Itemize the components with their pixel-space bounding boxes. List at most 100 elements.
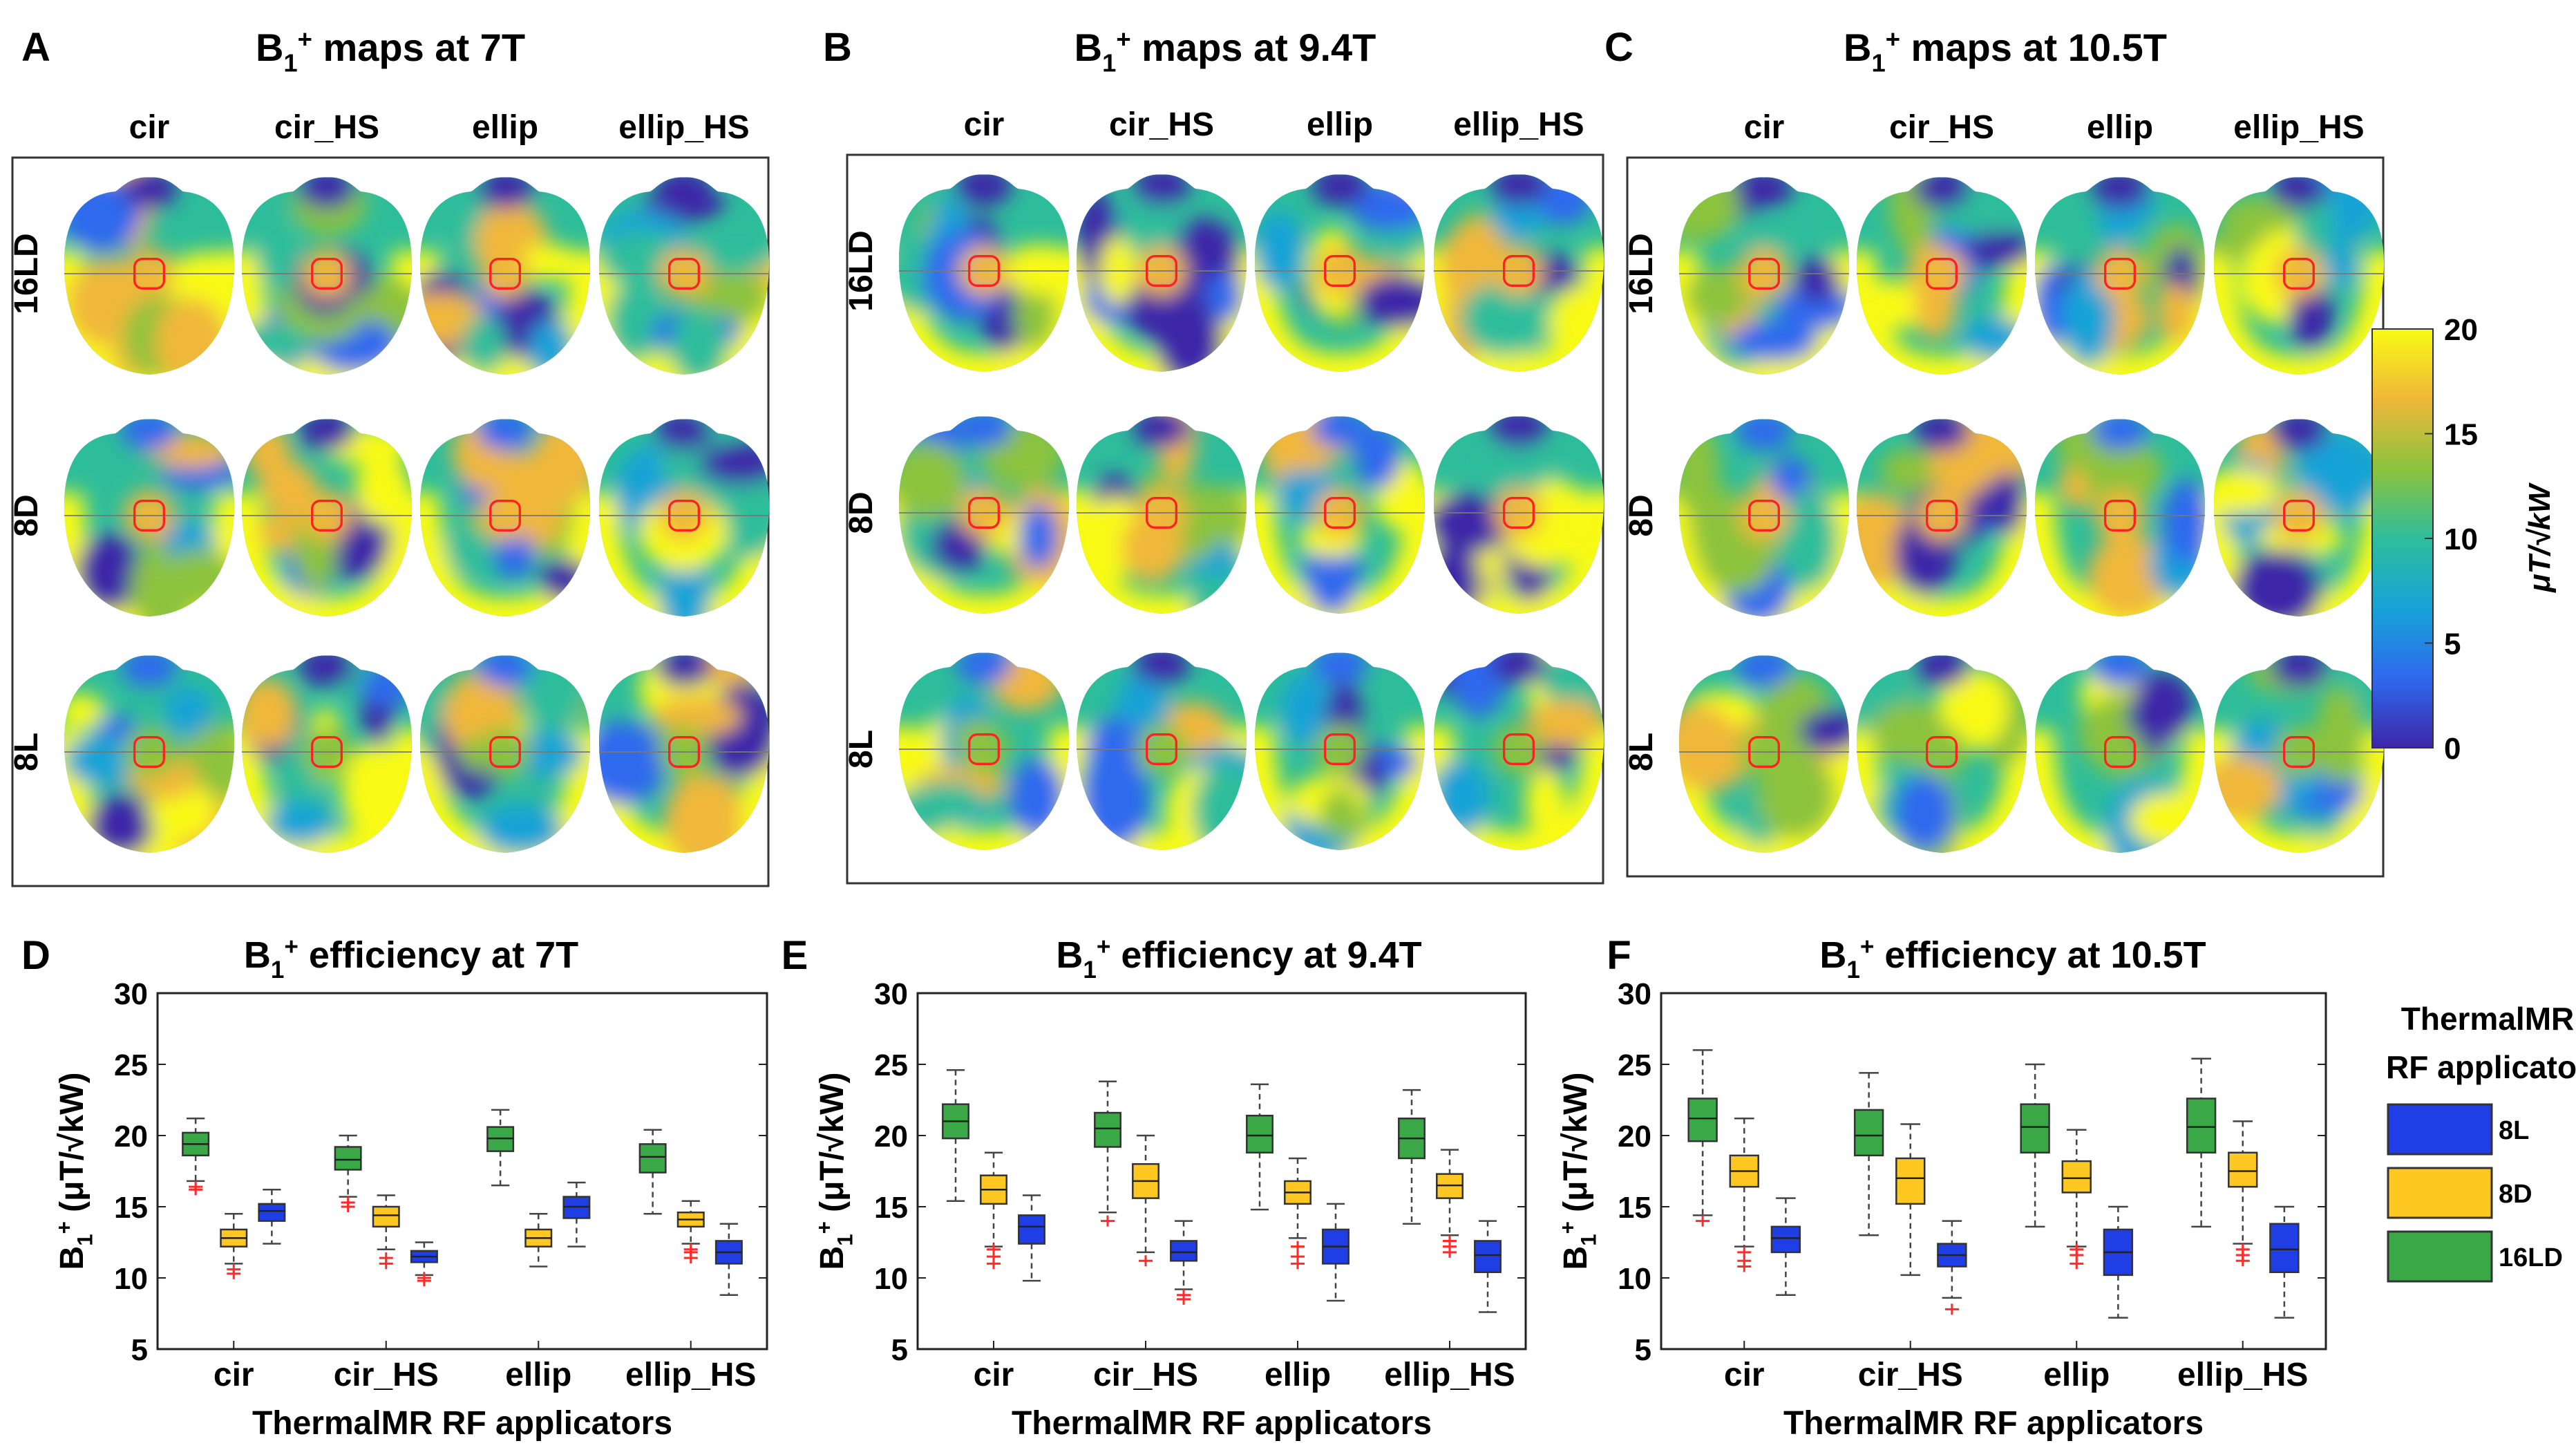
map-region xyxy=(1893,774,1955,851)
box-8L-ellip_HS xyxy=(2269,1205,2300,1319)
title-prefix: B xyxy=(814,1246,851,1270)
box-16LD-cir_HS xyxy=(1853,1072,1884,1236)
title-prefix: B xyxy=(1819,934,1846,976)
map-region xyxy=(1460,281,1551,356)
chart-title: B1+ efficiency at 10.5T xyxy=(1819,934,2206,983)
box-iqr xyxy=(1170,1240,1197,1262)
y-tick-label: 30 xyxy=(1618,977,1651,1011)
box-iqr xyxy=(2269,1223,2300,1274)
title-subscript: 1 xyxy=(1846,957,1860,983)
box-iqr xyxy=(1895,1157,1926,1205)
row-label-8D: 8D xyxy=(843,491,880,534)
map-region xyxy=(1014,278,1056,350)
title-rest: maps at 9.4T xyxy=(1131,26,1376,69)
box-iqr xyxy=(1246,1114,1273,1154)
map-region xyxy=(479,804,564,853)
outlier xyxy=(1139,1255,1153,1267)
y-tick-label: 25 xyxy=(1618,1048,1651,1082)
target-roi xyxy=(489,736,521,768)
box-8L-cir_HS xyxy=(410,1241,438,1287)
title-superscript: + xyxy=(1860,934,1875,961)
title-rest: (μT/√kW) xyxy=(814,1073,851,1222)
x-axis-label: ThermalMR RF applicators xyxy=(1012,1405,1432,1442)
outlier xyxy=(341,1196,355,1208)
title-prefix: B xyxy=(256,26,283,69)
target-roi xyxy=(968,255,1000,287)
title-superscript: + xyxy=(53,1221,77,1234)
y-tick-label: 30 xyxy=(874,977,908,1011)
x-tick-label-ellip: ellip xyxy=(1265,1357,1331,1393)
plot-area xyxy=(1660,992,2327,1350)
map-region xyxy=(1990,472,2025,536)
title-rest: maps at 10.5T xyxy=(1900,26,2167,69)
target-roi xyxy=(1926,500,1958,531)
map-region xyxy=(1525,767,1566,837)
target-roi xyxy=(1503,497,1535,529)
map-region xyxy=(1936,667,2009,750)
colorbar-tick-label: 20 xyxy=(2444,313,2478,347)
map-region xyxy=(1963,232,2027,267)
map-region xyxy=(462,315,506,375)
title-subscript: 1 xyxy=(271,957,285,983)
map-region xyxy=(520,655,589,725)
target-roi xyxy=(133,500,165,531)
target-roi xyxy=(133,258,165,290)
legend-title: ThermalMR xyxy=(2401,1001,2574,1037)
outlier xyxy=(1737,1246,1752,1258)
map-region xyxy=(652,696,742,737)
title-prefix: B xyxy=(54,1246,91,1270)
box-8D-ellip xyxy=(524,1213,553,1268)
legend-label: 8L xyxy=(2499,1116,2529,1145)
box-16LD-ellip_HS xyxy=(2186,1057,2217,1228)
column-header-ellip_HS: ellip_HS xyxy=(2233,109,2364,146)
box-16LD-ellip_HS xyxy=(638,1129,667,1215)
panel-letter: F xyxy=(1607,933,1631,978)
y-tick-label: 30 xyxy=(114,977,148,1011)
map-region xyxy=(1086,717,1144,776)
panel-letter: E xyxy=(782,933,808,978)
box-iqr xyxy=(2061,1160,2092,1194)
title-rest: efficiency at 7T xyxy=(299,934,578,976)
target-roi xyxy=(1748,500,1780,531)
map-region xyxy=(2315,686,2364,785)
box-iqr xyxy=(638,1143,667,1174)
box-8D-ellip xyxy=(2061,1129,2092,1270)
column-header-cir_HS: cir_HS xyxy=(274,109,379,146)
map-region xyxy=(1019,504,1058,569)
map-title: B1+ maps at 7T xyxy=(256,25,525,77)
map-region xyxy=(693,227,769,274)
target-roi xyxy=(1503,255,1535,287)
target-roi xyxy=(668,736,700,768)
b1-map-16LD-cir_HS xyxy=(242,177,412,375)
outlier xyxy=(1177,1289,1191,1301)
box-8L-ellip xyxy=(562,1181,591,1247)
box-iqr xyxy=(2228,1151,2258,1188)
map-region xyxy=(1450,652,1507,717)
column-header-cir_HS: cir_HS xyxy=(1889,109,1994,146)
box-8D-ellip_HS xyxy=(1436,1149,1464,1258)
target-roi xyxy=(489,258,521,290)
colorbar-gradient xyxy=(2371,328,2434,748)
legend-swatch xyxy=(2387,1230,2493,1283)
map-region xyxy=(493,531,536,579)
panel-letter: B xyxy=(823,25,852,70)
map-region xyxy=(1434,493,1510,554)
outlier xyxy=(189,1181,203,1193)
map-region xyxy=(164,686,213,738)
outlier xyxy=(1443,1235,1457,1247)
map-region xyxy=(1857,281,1931,330)
box-8L-cir_HS xyxy=(1170,1220,1197,1305)
target-roi xyxy=(1324,733,1356,765)
x-tick-label-cir_HS: cir_HS xyxy=(1858,1357,1963,1393)
target-roi xyxy=(2104,500,2136,531)
colorbar-tick-label: 15 xyxy=(2444,418,2478,452)
map-region xyxy=(2219,196,2304,233)
title-prefix: B xyxy=(244,934,271,976)
title-subscript: 1 xyxy=(73,1234,97,1245)
x-tick-label-cir: cir xyxy=(214,1357,254,1393)
box-16LD-cir xyxy=(1687,1049,1718,1227)
x-tick-label-ellip_HS: ellip_HS xyxy=(625,1357,756,1393)
title-rest: efficiency at 10.5T xyxy=(1874,934,2206,976)
